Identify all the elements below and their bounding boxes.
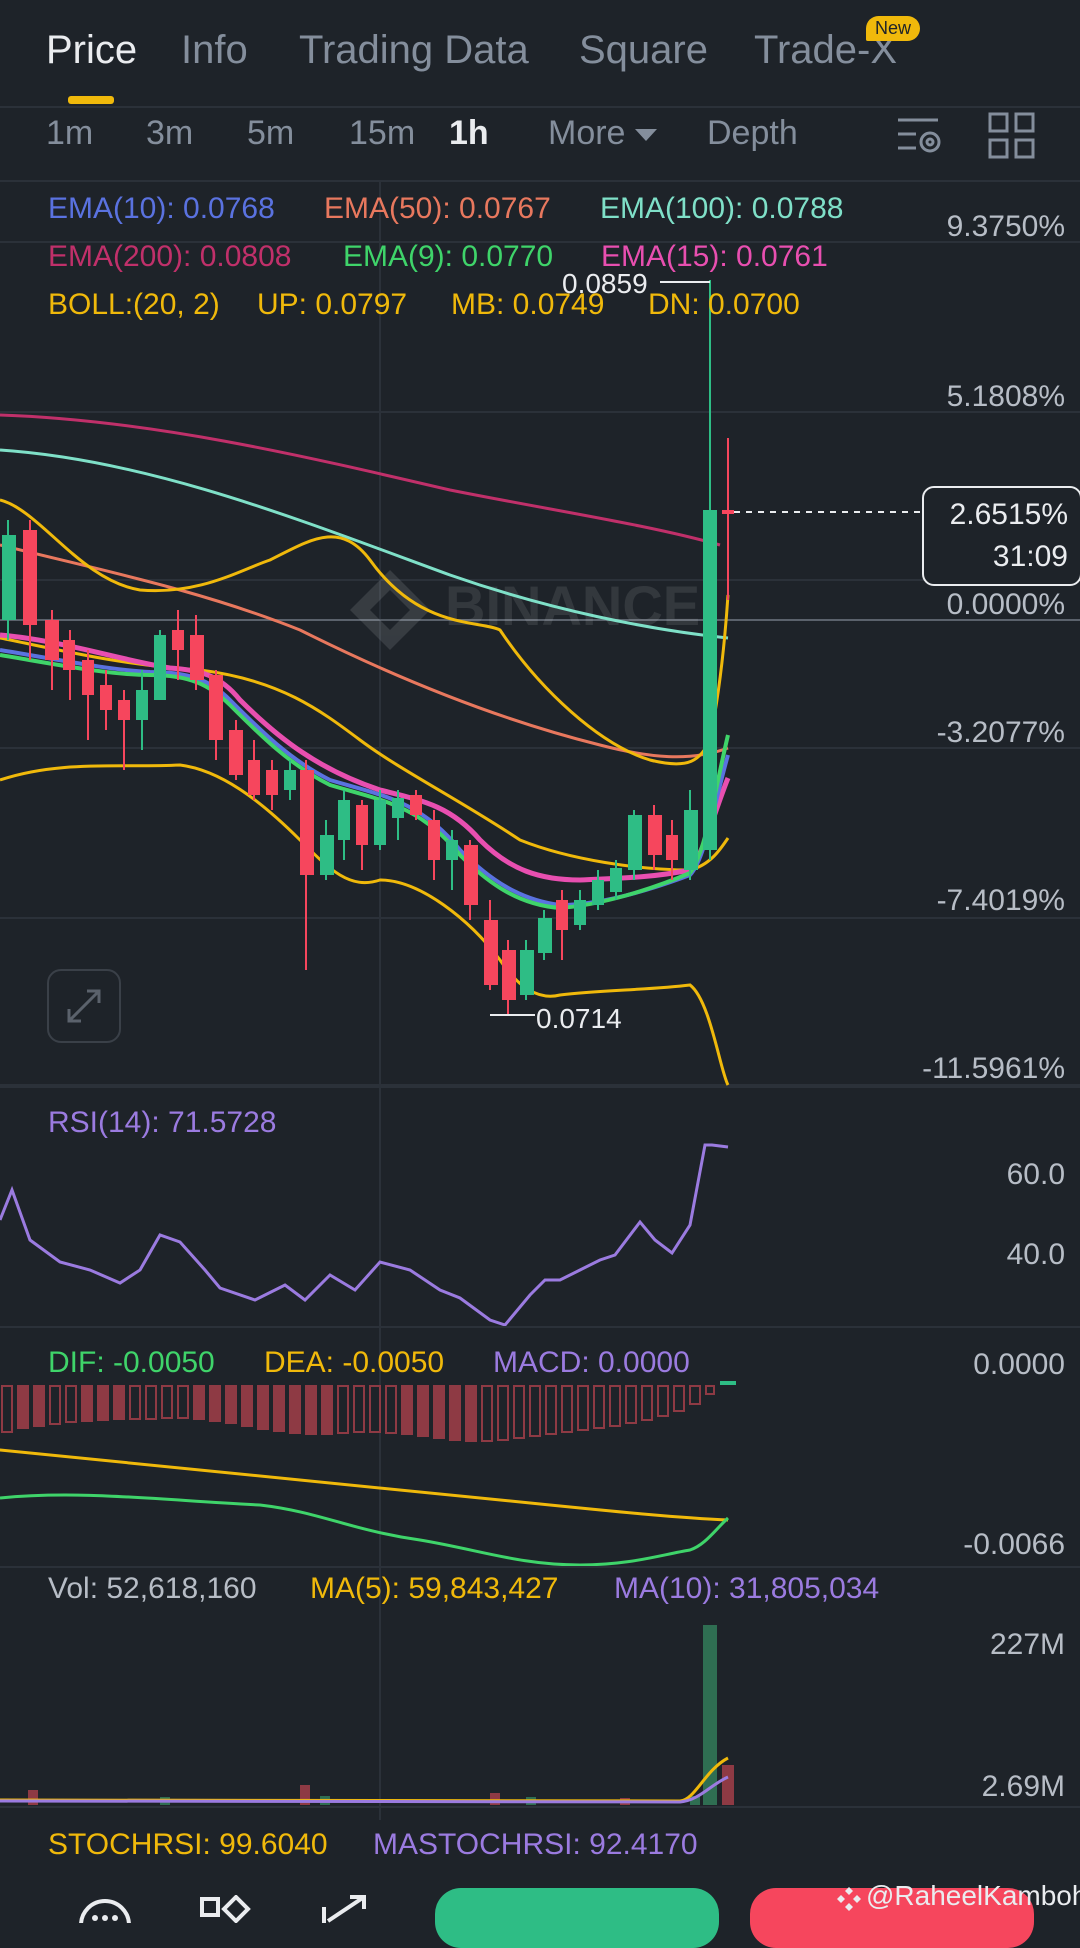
tab-price[interactable]: Price [46,28,138,72]
macd-axis-label: -0.0066 [963,1528,1065,1561]
volume-ma10: MA(10): 31,805,034 [614,1572,880,1605]
mastochrsi-value: MASTOCHRSI: 92.4170 [373,1828,698,1861]
ema100-value: EMA(100): 0.0788 [600,192,844,225]
stochrsi-divider [0,1806,1080,1808]
macd-dea: DEA: -0.0050 [264,1346,445,1379]
new-badge: New [866,16,921,41]
axis-label: -3.2077% [936,716,1065,749]
volume-value: Vol: 52,618,160 [48,1572,257,1605]
current-change: 2.6515% [949,498,1068,531]
share-icon[interactable] [320,1893,372,1923]
axis-label: 9.3750% [946,210,1065,243]
boll-params: BOLL:(20, 2) [48,288,220,321]
macd-dif: DIF: -0.0050 [48,1346,215,1379]
ema15-value: EMA(15): 0.0761 [601,240,828,273]
timeframe-divider [0,180,1080,182]
binance-square-icon [837,1887,861,1911]
timeframe-3m[interactable]: 3m [146,114,194,152]
boll-up: UP: 0.0797 [257,288,408,321]
timeframe-5m[interactable]: 5m [247,114,295,152]
buy-button[interactable] [435,1888,719,1948]
chart-settings-icon[interactable] [894,110,946,162]
timeframe-15m[interactable]: 15m [349,114,416,152]
top-tab-bar: Price Info Trading Data Square Trade-X N… [0,0,1080,108]
depth-tab[interactable]: Depth [707,114,798,152]
apps-icon[interactable] [200,1895,252,1923]
macd-value: MACD: 0.0000 [493,1346,690,1379]
ema9-value: EMA(9): 0.0770 [343,240,554,273]
boll-mb: MB: 0.0749 [451,288,605,321]
high-price-marker: 0.0859 [562,268,648,299]
rsi-value: RSI(14): 71.5728 [48,1106,277,1139]
expand-icon [67,989,101,1023]
axis-label: 0.0000% [946,588,1065,621]
ema50-value: EMA(50): 0.0767 [324,192,551,225]
timeframe-1h[interactable]: 1h [449,114,489,152]
binance-watermark: BINANCE [445,574,700,637]
rsi-axis-label: 40.0 [1006,1238,1065,1271]
caret-down-icon [635,129,658,142]
grid-layout-icon[interactable] [986,110,1038,162]
macd-axis-label: 0.0000 [973,1348,1065,1381]
tab-square[interactable]: Square [579,28,708,72]
candle-countdown: 31:09 [992,540,1068,573]
volume-divider [0,1566,1080,1568]
boll-dn: DN: 0.0700 [648,288,800,321]
axis-label: -11.5961% [922,1052,1065,1085]
macd-divider [0,1326,1080,1328]
binance-logo-icon [350,570,430,650]
current-price-tag: 2.6515% 31:09 [922,486,1080,586]
more-options-icon[interactable] [75,1893,135,1923]
author-watermark: @RaheelKamboh [866,1880,1080,1911]
timeframe-1m[interactable]: 1m [46,114,94,152]
stochrsi-value: STOCHRSI: 99.6040 [48,1828,328,1861]
more-label: More [548,114,626,152]
low-price-marker: 0.0714 [536,1003,622,1034]
fullscreen-button[interactable] [47,969,121,1043]
rsi-divider [0,1086,1080,1088]
volume-axis-label: 227M [989,1628,1065,1661]
rsi-axis-label: 60.0 [1006,1158,1065,1191]
more-dropdown[interactable]: More [548,114,658,153]
axis-label: -7.4019% [936,884,1065,917]
tab-trading-data[interactable]: Trading Data [299,28,529,72]
ema200-value: EMA(200): 0.0808 [48,240,292,273]
tab-info[interactable]: Info [181,28,248,72]
axis-label: 5.1808% [946,380,1065,413]
ema10-value: EMA(10): 0.0768 [48,192,275,225]
volume-ma5: MA(5): 59,843,427 [310,1572,559,1605]
active-tab-indicator [68,96,114,104]
volume-axis-label: 2.69M [981,1770,1065,1803]
